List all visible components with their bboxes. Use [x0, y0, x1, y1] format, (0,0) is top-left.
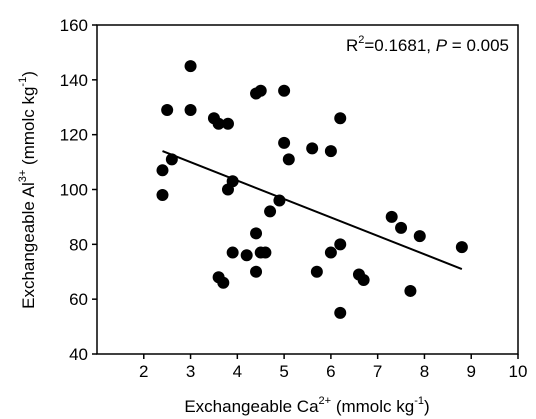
- point: [226, 246, 239, 259]
- point: [278, 84, 291, 97]
- point: [156, 164, 169, 177]
- point: [212, 117, 225, 130]
- point: [240, 249, 253, 262]
- y-tick-label: 140: [60, 71, 88, 90]
- point: [282, 153, 295, 166]
- y-tick-label: 80: [69, 235, 88, 254]
- y-tick-label: 60: [69, 290, 88, 309]
- point: [184, 60, 197, 73]
- point: [357, 273, 370, 286]
- point: [259, 246, 272, 259]
- point: [395, 221, 408, 234]
- point: [250, 227, 263, 240]
- point: [161, 103, 174, 116]
- point: [413, 230, 426, 243]
- point: [334, 238, 347, 251]
- x-tick-label: 5: [279, 362, 288, 381]
- point: [324, 246, 337, 259]
- x-axis-label: Exchangeable Ca2+ (mmolc kg-1): [184, 395, 429, 416]
- point: [334, 306, 347, 319]
- x-tick-label: 3: [186, 362, 195, 381]
- y-tick-label: 40: [69, 345, 88, 364]
- x-tick-label: 4: [233, 362, 242, 381]
- y-tick-label: 120: [60, 126, 88, 145]
- point: [278, 136, 291, 149]
- x-tick-label: 6: [326, 362, 335, 381]
- point: [306, 142, 319, 155]
- point: [226, 175, 239, 188]
- trend-line: [162, 150, 463, 270]
- point: [273, 194, 286, 207]
- point: [385, 210, 398, 223]
- point: [334, 112, 347, 125]
- point: [250, 265, 263, 278]
- y-tick-label: 100: [60, 181, 88, 200]
- x-tick-label: 10: [509, 362, 528, 381]
- point: [165, 153, 178, 166]
- x-tick-label: 7: [373, 362, 382, 381]
- point: [324, 145, 337, 158]
- annotation: R2=0.1681, P = 0.005: [346, 34, 509, 55]
- x-tick-label: 9: [466, 362, 475, 381]
- point: [264, 205, 277, 218]
- point: [404, 284, 417, 297]
- point: [455, 241, 468, 254]
- x-tick-label: 8: [420, 362, 429, 381]
- y-axis-label: Exchangeable Al3+ (mmolc kg-1): [17, 71, 38, 309]
- point: [221, 117, 234, 130]
- point: [156, 188, 169, 201]
- point: [254, 84, 267, 97]
- point: [310, 265, 323, 278]
- point: [217, 276, 230, 289]
- point: [184, 103, 197, 116]
- y-tick-label: 160: [60, 16, 88, 35]
- x-tick-label: 2: [139, 362, 148, 381]
